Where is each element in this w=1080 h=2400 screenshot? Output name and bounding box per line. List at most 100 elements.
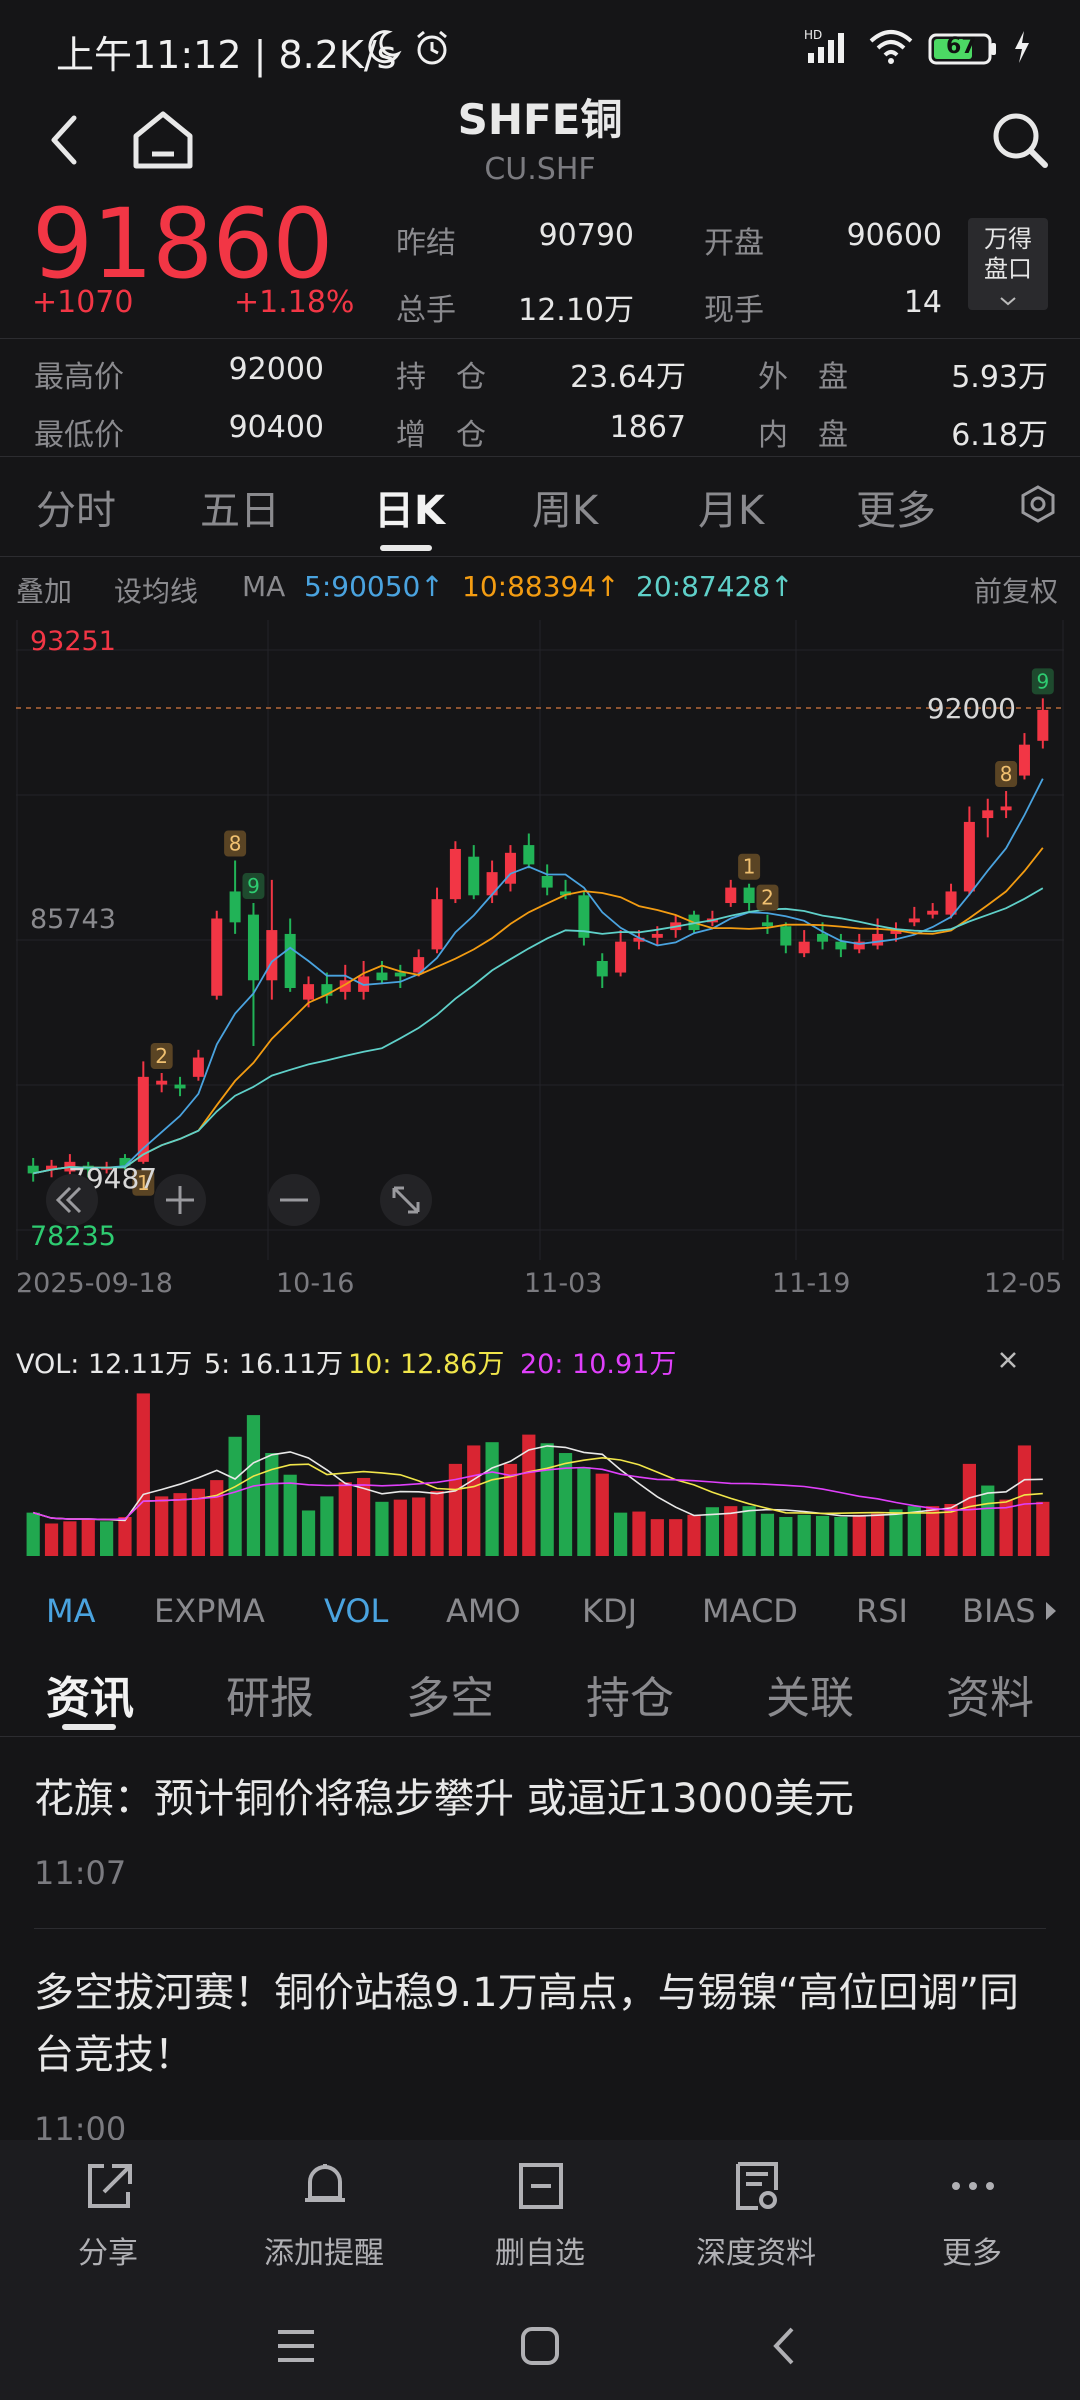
volume-bar	[724, 1506, 738, 1556]
tab-amo[interactable]: AMO	[446, 1592, 521, 1630]
y-label-mid: 85743	[30, 904, 116, 935]
adjust-button[interactable]: 前复权	[974, 575, 1059, 608]
volume-bar	[155, 1496, 169, 1556]
back-icon[interactable]	[44, 112, 84, 172]
tab-news[interactable]: 资讯	[46, 1673, 134, 1724]
candle-body	[615, 941, 627, 973]
tab-ma[interactable]: MA	[46, 1592, 96, 1630]
td-marker-label: 2	[761, 886, 774, 910]
remove-watchlist-button[interactable]: 删自选	[432, 2140, 648, 2290]
zoom-in-icon[interactable]	[154, 1174, 206, 1226]
tab-positions[interactable]: 持仓	[586, 1673, 674, 1724]
wind-orderbook-button[interactable]: 万得 盘口	[968, 218, 1048, 310]
tab-long-short[interactable]: 多空	[406, 1673, 494, 1724]
menu-icon[interactable]	[276, 2328, 316, 2368]
status-bar: 上午11:12 | 8.2K/s HD 67	[0, 0, 1080, 100]
ma10-line	[33, 847, 1044, 1175]
scroll-left-icon[interactable]	[46, 1174, 98, 1226]
candle-body	[927, 910, 939, 915]
home-nav-icon[interactable]	[520, 2326, 560, 2370]
volume-chart	[26, 1393, 1050, 1556]
candle-body	[651, 933, 663, 938]
oi-change-label: 增 仓	[396, 418, 486, 453]
more-button[interactable]: 更多	[864, 2140, 1080, 2290]
candle-body	[156, 1080, 168, 1085]
candle-body	[101, 1167, 113, 1170]
status-time: 上午11:12 | 8.2K/s	[56, 33, 397, 77]
tab-more[interactable]: 更多	[856, 488, 936, 534]
tab-related[interactable]: 关联	[766, 1673, 854, 1724]
volume-bar	[797, 1514, 811, 1556]
volume-bar	[265, 1453, 279, 1556]
status-icons: HD 67	[804, 26, 1032, 72]
news-title-1[interactable]: 花旗：预计铜价将稳步攀升 或逼近13000美元	[34, 1776, 854, 1822]
tab-weekly-k[interactable]: 周K	[532, 488, 599, 534]
volume-bar	[870, 1513, 885, 1556]
volume-label: 总手	[396, 293, 456, 328]
low-label: 最低价	[34, 418, 124, 453]
settings-icon[interactable]	[1018, 484, 1058, 528]
back-nav-icon[interactable]	[772, 2326, 796, 2370]
tab-research[interactable]: 研报	[226, 1673, 314, 1724]
volume-bar	[1036, 1501, 1050, 1556]
tab-monthly-k[interactable]: 月K	[698, 488, 765, 534]
overlay-button[interactable]: 叠加	[16, 575, 73, 608]
candle-body	[853, 941, 865, 950]
volume-bar	[632, 1511, 646, 1556]
tab-daily-k[interactable]: 日K	[374, 488, 445, 534]
prev-close-label: 昨结	[396, 226, 456, 261]
volume-bar	[136, 1393, 150, 1556]
tab-profile[interactable]: 资料	[946, 1673, 1034, 1724]
caret-right-icon[interactable]	[1044, 1600, 1058, 1626]
candle-body	[780, 926, 792, 946]
vol10-value: 10: 12.86万	[348, 1349, 505, 1380]
candle-body	[211, 918, 223, 996]
zoom-out-icon[interactable]	[268, 1174, 320, 1226]
divider	[0, 1736, 1080, 1737]
volume-bar	[283, 1474, 297, 1556]
tab-expma[interactable]: EXPMA	[154, 1592, 265, 1630]
close-icon[interactable]	[998, 1350, 1018, 1374]
search-icon[interactable]	[990, 110, 1050, 174]
more-dots-icon	[952, 2182, 994, 2190]
volume-bar	[852, 1514, 866, 1556]
tab-bias[interactable]: BIAS	[962, 1592, 1036, 1630]
volume-bar	[999, 1499, 1013, 1556]
td-marker-label: 1	[137, 1171, 150, 1195]
volume-bar	[26, 1512, 40, 1556]
news-title-2[interactable]: 多空拔河赛！铜价站稳9.1万高点，与锡镍“高位回调”同台竞技！	[34, 1970, 1020, 2078]
td-marker-label: 8	[229, 832, 242, 856]
oi-change-value: 1867	[609, 410, 686, 445]
volume-bar	[779, 1516, 793, 1556]
td-marker-box	[1031, 668, 1054, 695]
tab-macd[interactable]: MACD	[702, 1592, 798, 1630]
remove-watchlist-label: 删自选	[495, 2236, 585, 2271]
tab-rsi[interactable]: RSI	[856, 1592, 908, 1630]
vol5-value: 5: 16.11万	[204, 1349, 344, 1380]
tab-intraday[interactable]: 分时	[36, 488, 116, 534]
deep-data-button[interactable]: 深度资料	[648, 2140, 864, 2290]
home-icon[interactable]	[130, 108, 196, 176]
vol-ma20-line	[32, 1466, 1043, 1521]
volume-bar	[760, 1513, 775, 1556]
share-button[interactable]: 分享	[0, 2140, 216, 2290]
fullscreen-icon[interactable]	[380, 1174, 432, 1226]
tab-kdj[interactable]: KDJ	[582, 1592, 638, 1630]
tab-vol[interactable]: VOL	[324, 1592, 389, 1630]
x-tick-5: 12-05	[984, 1268, 1063, 1299]
candle-body	[908, 918, 920, 923]
tab-five-day[interactable]: 五日	[200, 488, 280, 534]
set-ma-button[interactable]: 设均线	[114, 575, 199, 608]
volume-bar	[118, 1516, 132, 1556]
volume-bar	[558, 1453, 573, 1556]
add-alert-button[interactable]: 添加提醒	[216, 2140, 432, 2290]
price-change: +1070	[32, 285, 134, 320]
td-marker-box	[132, 1169, 155, 1196]
candle-body	[945, 891, 957, 915]
volume-bar	[742, 1506, 756, 1556]
last-vol-value: 14	[903, 285, 942, 320]
last-price: 91860	[32, 188, 333, 300]
td-marker-label: 9	[1036, 669, 1049, 693]
candle-body	[431, 899, 443, 950]
